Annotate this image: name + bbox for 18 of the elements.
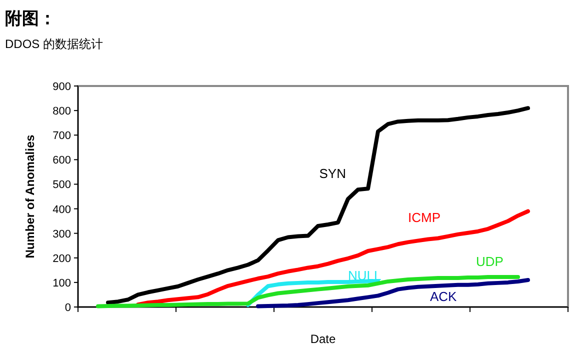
series-label: UDP — [476, 254, 504, 269]
y-tick-label: 800 — [52, 106, 71, 118]
y-tick-label: 900 — [52, 81, 71, 93]
y-tick-label: 0 — [64, 302, 71, 314]
series-label: ICMP — [408, 210, 440, 225]
series-label: ACK — [430, 289, 458, 304]
y-axis-title: Number of Anomalies — [23, 134, 37, 258]
y-tick-label: 300 — [52, 228, 71, 240]
y-tick-label: 200 — [52, 252, 71, 265]
y-tick-label: 700 — [52, 130, 71, 142]
series-label: SYN — [319, 166, 346, 181]
y-tick-label: 100 — [52, 277, 71, 290]
y-tick-label: 500 — [52, 179, 71, 192]
x-axis-title: Date — [310, 332, 336, 346]
y-tick-label: 400 — [52, 204, 71, 216]
subtitle: DDOS 的数据统计 — [5, 37, 104, 51]
title: 附图： — [5, 9, 56, 28]
y-tick-label: 600 — [52, 154, 71, 167]
